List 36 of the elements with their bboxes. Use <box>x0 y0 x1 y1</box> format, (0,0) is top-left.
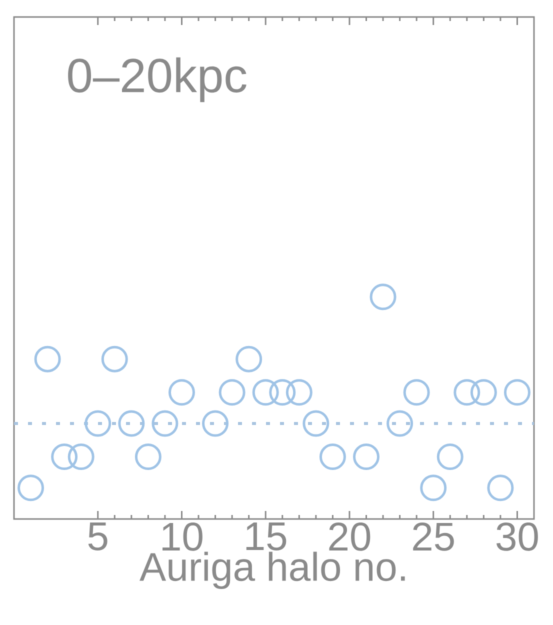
point <box>370 284 396 310</box>
point <box>454 379 480 406</box>
point <box>218 379 246 406</box>
point <box>168 379 195 406</box>
point <box>134 444 162 470</box>
point <box>252 379 279 406</box>
text: 0–20kpc <box>68 57 246 102</box>
point <box>101 346 128 372</box>
point <box>487 474 514 502</box>
point <box>236 346 262 372</box>
x-tick-label: 5 <box>88 522 108 550</box>
point <box>319 444 346 470</box>
x-tick-label: 15 <box>246 522 286 550</box>
point <box>403 379 430 406</box>
point <box>302 410 330 437</box>
point <box>68 444 94 470</box>
point <box>34 346 61 372</box>
point <box>436 444 464 470</box>
point <box>353 444 380 470</box>
point <box>152 410 178 437</box>
point <box>84 410 112 437</box>
point <box>504 379 530 406</box>
x-axis-title: Auriga halo no. <box>140 552 405 589</box>
point <box>470 379 497 406</box>
x-tick-label: 10 <box>162 522 202 551</box>
point <box>18 474 44 502</box>
point <box>118 410 145 437</box>
point <box>286 379 312 406</box>
x-tick-label: 25 <box>413 522 454 551</box>
x-tick-label: 30 <box>496 522 538 551</box>
x-tick-label: 20 <box>329 522 370 551</box>
point <box>420 474 447 502</box>
point <box>386 410 414 437</box>
point <box>202 410 229 437</box>
point <box>269 379 296 406</box>
point <box>51 444 78 470</box>
